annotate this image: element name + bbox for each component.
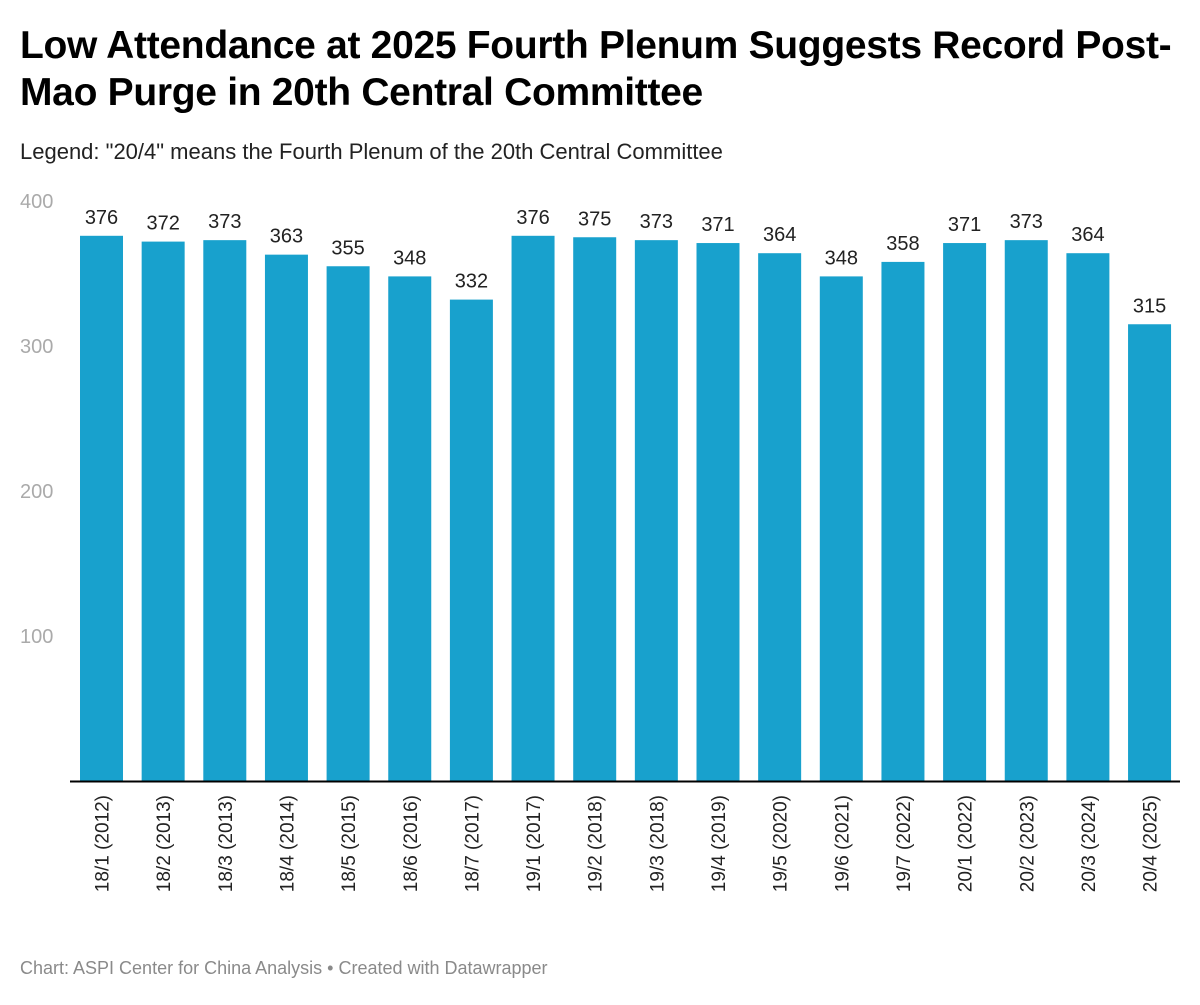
y-tick-label: 300 xyxy=(20,336,53,358)
x-tick-label: 19/1 (2017) xyxy=(524,795,545,892)
bars xyxy=(80,235,1172,782)
bar xyxy=(511,235,555,782)
bar xyxy=(1066,253,1110,781)
bar xyxy=(881,261,925,781)
bar xyxy=(141,241,185,782)
chart-title: Low Attendance at 2025 Fourth Plenum Sug… xyxy=(20,24,1172,114)
x-tick-label: 20/1 (2022) xyxy=(956,795,977,892)
bar xyxy=(1004,240,1048,781)
bar-value-label: 332 xyxy=(455,271,488,293)
bar-value-label: 376 xyxy=(85,207,118,229)
x-tick-label: 19/2 (2018) xyxy=(586,795,607,892)
bar xyxy=(573,237,617,781)
bar-value-label: 375 xyxy=(578,208,611,230)
bar xyxy=(449,299,493,781)
bar-value-label: 371 xyxy=(701,214,734,236)
bar xyxy=(634,240,678,781)
x-tick-label: 18/6 (2016) xyxy=(401,795,422,892)
x-tick-label: 18/3 (2013) xyxy=(216,795,237,892)
x-tick-label: 19/3 (2018) xyxy=(647,795,668,892)
bar xyxy=(264,254,308,781)
bar xyxy=(696,243,740,782)
bar xyxy=(943,243,987,782)
chart-subtitle: Legend: "20/4" means the Fourth Plenum o… xyxy=(20,139,723,164)
y-tick-label: 200 xyxy=(20,481,53,503)
bar xyxy=(326,266,370,781)
x-tick-label: 19/5 (2020) xyxy=(771,795,792,892)
x-axis-labels: 18/1 (2012) 18/2 (2013) 18/3 (2013) 18/4 (2… xyxy=(93,795,1162,892)
bar-value-label: 348 xyxy=(825,247,858,269)
bar xyxy=(80,235,123,782)
bar xyxy=(388,276,432,781)
x-tick-label: 20/4 (2025) xyxy=(1141,795,1162,892)
bar-value-label: 364 xyxy=(763,224,796,246)
x-tick-label: 18/1 (2012) xyxy=(93,795,114,892)
bar-value-label: 376 xyxy=(516,207,549,229)
bar-value-label: 373 xyxy=(1010,211,1043,233)
x-tick-label: 19/7 (2022) xyxy=(894,795,915,892)
bar-value-label: 364 xyxy=(1071,224,1104,246)
bar-value-label: 371 xyxy=(948,214,981,236)
y-tick-label: 400 xyxy=(20,191,53,213)
bar-value-label: 315 xyxy=(1133,295,1166,317)
x-tick-label: 18/2 (2013) xyxy=(154,795,175,892)
bar-value-label: 348 xyxy=(393,247,426,269)
x-tick-label: 18/5 (2015) xyxy=(339,795,360,892)
bar-value-label: 363 xyxy=(270,226,303,248)
x-tick-label: 18/4 (2014) xyxy=(277,795,298,892)
bar xyxy=(819,276,863,781)
bar-value-label: 373 xyxy=(208,211,241,233)
bar-value-label: 372 xyxy=(146,213,179,235)
bar-value-label: 355 xyxy=(331,237,364,259)
bar-value-label: 358 xyxy=(886,233,919,255)
x-tick-label: 18/7 (2017) xyxy=(462,795,483,892)
bar-chart: 100 200 300 400 376 372 373 363 355 348 332 376 375… xyxy=(20,191,1180,892)
x-tick-label: 20/3 (2024) xyxy=(1079,795,1100,892)
value-labels: 376 372 373 363 355 348 332 376 375 373 371 364 348 3… xyxy=(85,207,1166,317)
x-tick-label: 19/6 (2021) xyxy=(832,795,853,892)
bar xyxy=(758,253,802,781)
y-tick-label: 100 xyxy=(20,626,53,648)
chart-credit: Chart: ASPI Center for China Analysis • … xyxy=(20,958,548,978)
bar-value-label: 373 xyxy=(640,211,673,233)
x-tick-label: 20/2 (2023) xyxy=(1017,795,1038,892)
bar xyxy=(203,240,247,781)
bar xyxy=(1128,324,1172,781)
y-axis-ticks: 100 200 300 400 xyxy=(20,191,53,648)
x-tick-label: 19/4 (2019) xyxy=(709,795,730,892)
